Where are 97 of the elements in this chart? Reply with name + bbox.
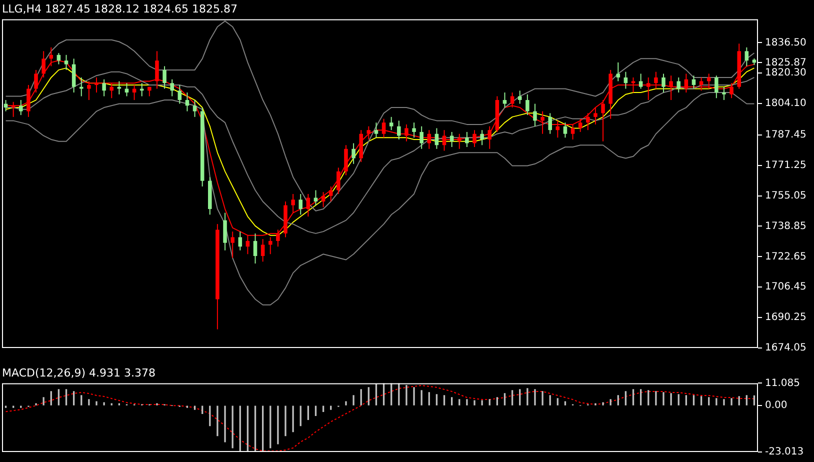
candlestick [533, 103, 537, 127]
candlestick [162, 66, 166, 90]
candlestick [420, 126, 424, 150]
candlestick [11, 101, 16, 118]
candlestick [374, 122, 378, 138]
y-tick-label: 1820.30 [765, 68, 806, 79]
candlestick [646, 76, 650, 101]
candlestick [124, 82, 129, 97]
candlestick [624, 71, 628, 90]
candlestick [321, 192, 326, 208]
candlestick [457, 133, 462, 150]
candlestick [706, 73, 711, 90]
candlestick [382, 118, 386, 138]
candlestick [170, 78, 174, 97]
candlestick [488, 126, 492, 150]
candlestick [744, 46, 749, 67]
candlestick [594, 107, 598, 125]
candlestick [502, 92, 507, 108]
candlestick [548, 112, 552, 134]
candlestick [314, 190, 318, 206]
candlestick [26, 84, 30, 118]
candlestick [631, 76, 636, 93]
candlestick [352, 142, 356, 164]
y-tick-label: 1722.65 [765, 251, 806, 262]
candlestick [510, 92, 514, 108]
y-tick-label: 1771.25 [765, 160, 806, 171]
candlestick [434, 128, 439, 150]
candlestick [397, 120, 401, 140]
candlestick [465, 131, 469, 148]
line-series [5, 384, 755, 452]
candlestick [178, 84, 182, 104]
candlestick [563, 122, 568, 138]
candlestick [132, 84, 136, 101]
candlestick [306, 193, 310, 218]
candlestick [223, 212, 227, 251]
candlestick [185, 92, 190, 112]
candlestick [404, 124, 408, 142]
y-tick-label: -23.013 [765, 446, 804, 458]
candlestick [291, 193, 295, 214]
y-tick-label: 1706.45 [765, 282, 806, 293]
candlestick [540, 110, 544, 134]
candlestick [518, 90, 522, 104]
candlestick [676, 76, 681, 93]
y-tick-label: 1825.87 [765, 57, 806, 68]
candlestick [692, 75, 696, 90]
candlestick [699, 76, 704, 92]
candlestick [34, 69, 38, 93]
y-tick-label: 1690.25 [765, 312, 806, 324]
candlestick [412, 122, 416, 138]
candlestick [140, 82, 144, 97]
candlestick [389, 116, 394, 131]
candlestick [578, 118, 582, 132]
candlestick [450, 131, 454, 148]
candlestick [616, 62, 620, 82]
candlestick [94, 76, 98, 93]
candlestick [480, 130, 484, 146]
candlestick [102, 78, 106, 97]
candlestick [253, 232, 258, 264]
candlestick [442, 130, 446, 152]
candlestick [669, 75, 673, 101]
candlestick [472, 130, 476, 148]
candlestick [192, 100, 197, 118]
candlestick [662, 73, 666, 93]
candlestick [654, 71, 658, 90]
candlestick [344, 144, 348, 176]
y-tick-label: 0.00 [765, 400, 788, 412]
candlestick [110, 82, 114, 99]
candlestick [260, 238, 265, 262]
candlestick [64, 54, 68, 70]
candlestick [268, 236, 272, 255]
y-tick-label: 1738.85 [765, 220, 806, 232]
y-tick-label: 1755.05 [765, 190, 806, 202]
candlestick [72, 58, 76, 93]
candlestick [56, 52, 61, 65]
candlestick [714, 75, 718, 99]
candlestick [570, 124, 575, 140]
candlestick [638, 73, 643, 90]
candlestick [230, 231, 234, 258]
candlestick [366, 126, 371, 140]
candlestick [722, 86, 726, 101]
candlestick [586, 112, 590, 131]
y-tick-label: 1804.10 [765, 98, 806, 110]
candlestick [238, 231, 242, 251]
candlestick [336, 167, 340, 194]
y-tick-label: 1787.45 [765, 129, 806, 140]
y-tick-label: 1836.50 [765, 37, 806, 48]
candlestick [730, 82, 734, 99]
y-tick-label: 1674.05 [765, 342, 806, 354]
candlestick [19, 100, 23, 116]
candlestick [298, 193, 303, 216]
candlestick [87, 80, 91, 101]
chart-title: MACD(12,26,9) 4.931 3.378 [2, 366, 156, 380]
chart-title: LLG,H4 1827.45 1828.12 1824.65 1825.87 [2, 2, 238, 16]
y-tick-label: 11.085 [765, 378, 800, 389]
candlestick [328, 186, 333, 202]
candlestick [526, 94, 530, 116]
candlestick [601, 100, 605, 142]
